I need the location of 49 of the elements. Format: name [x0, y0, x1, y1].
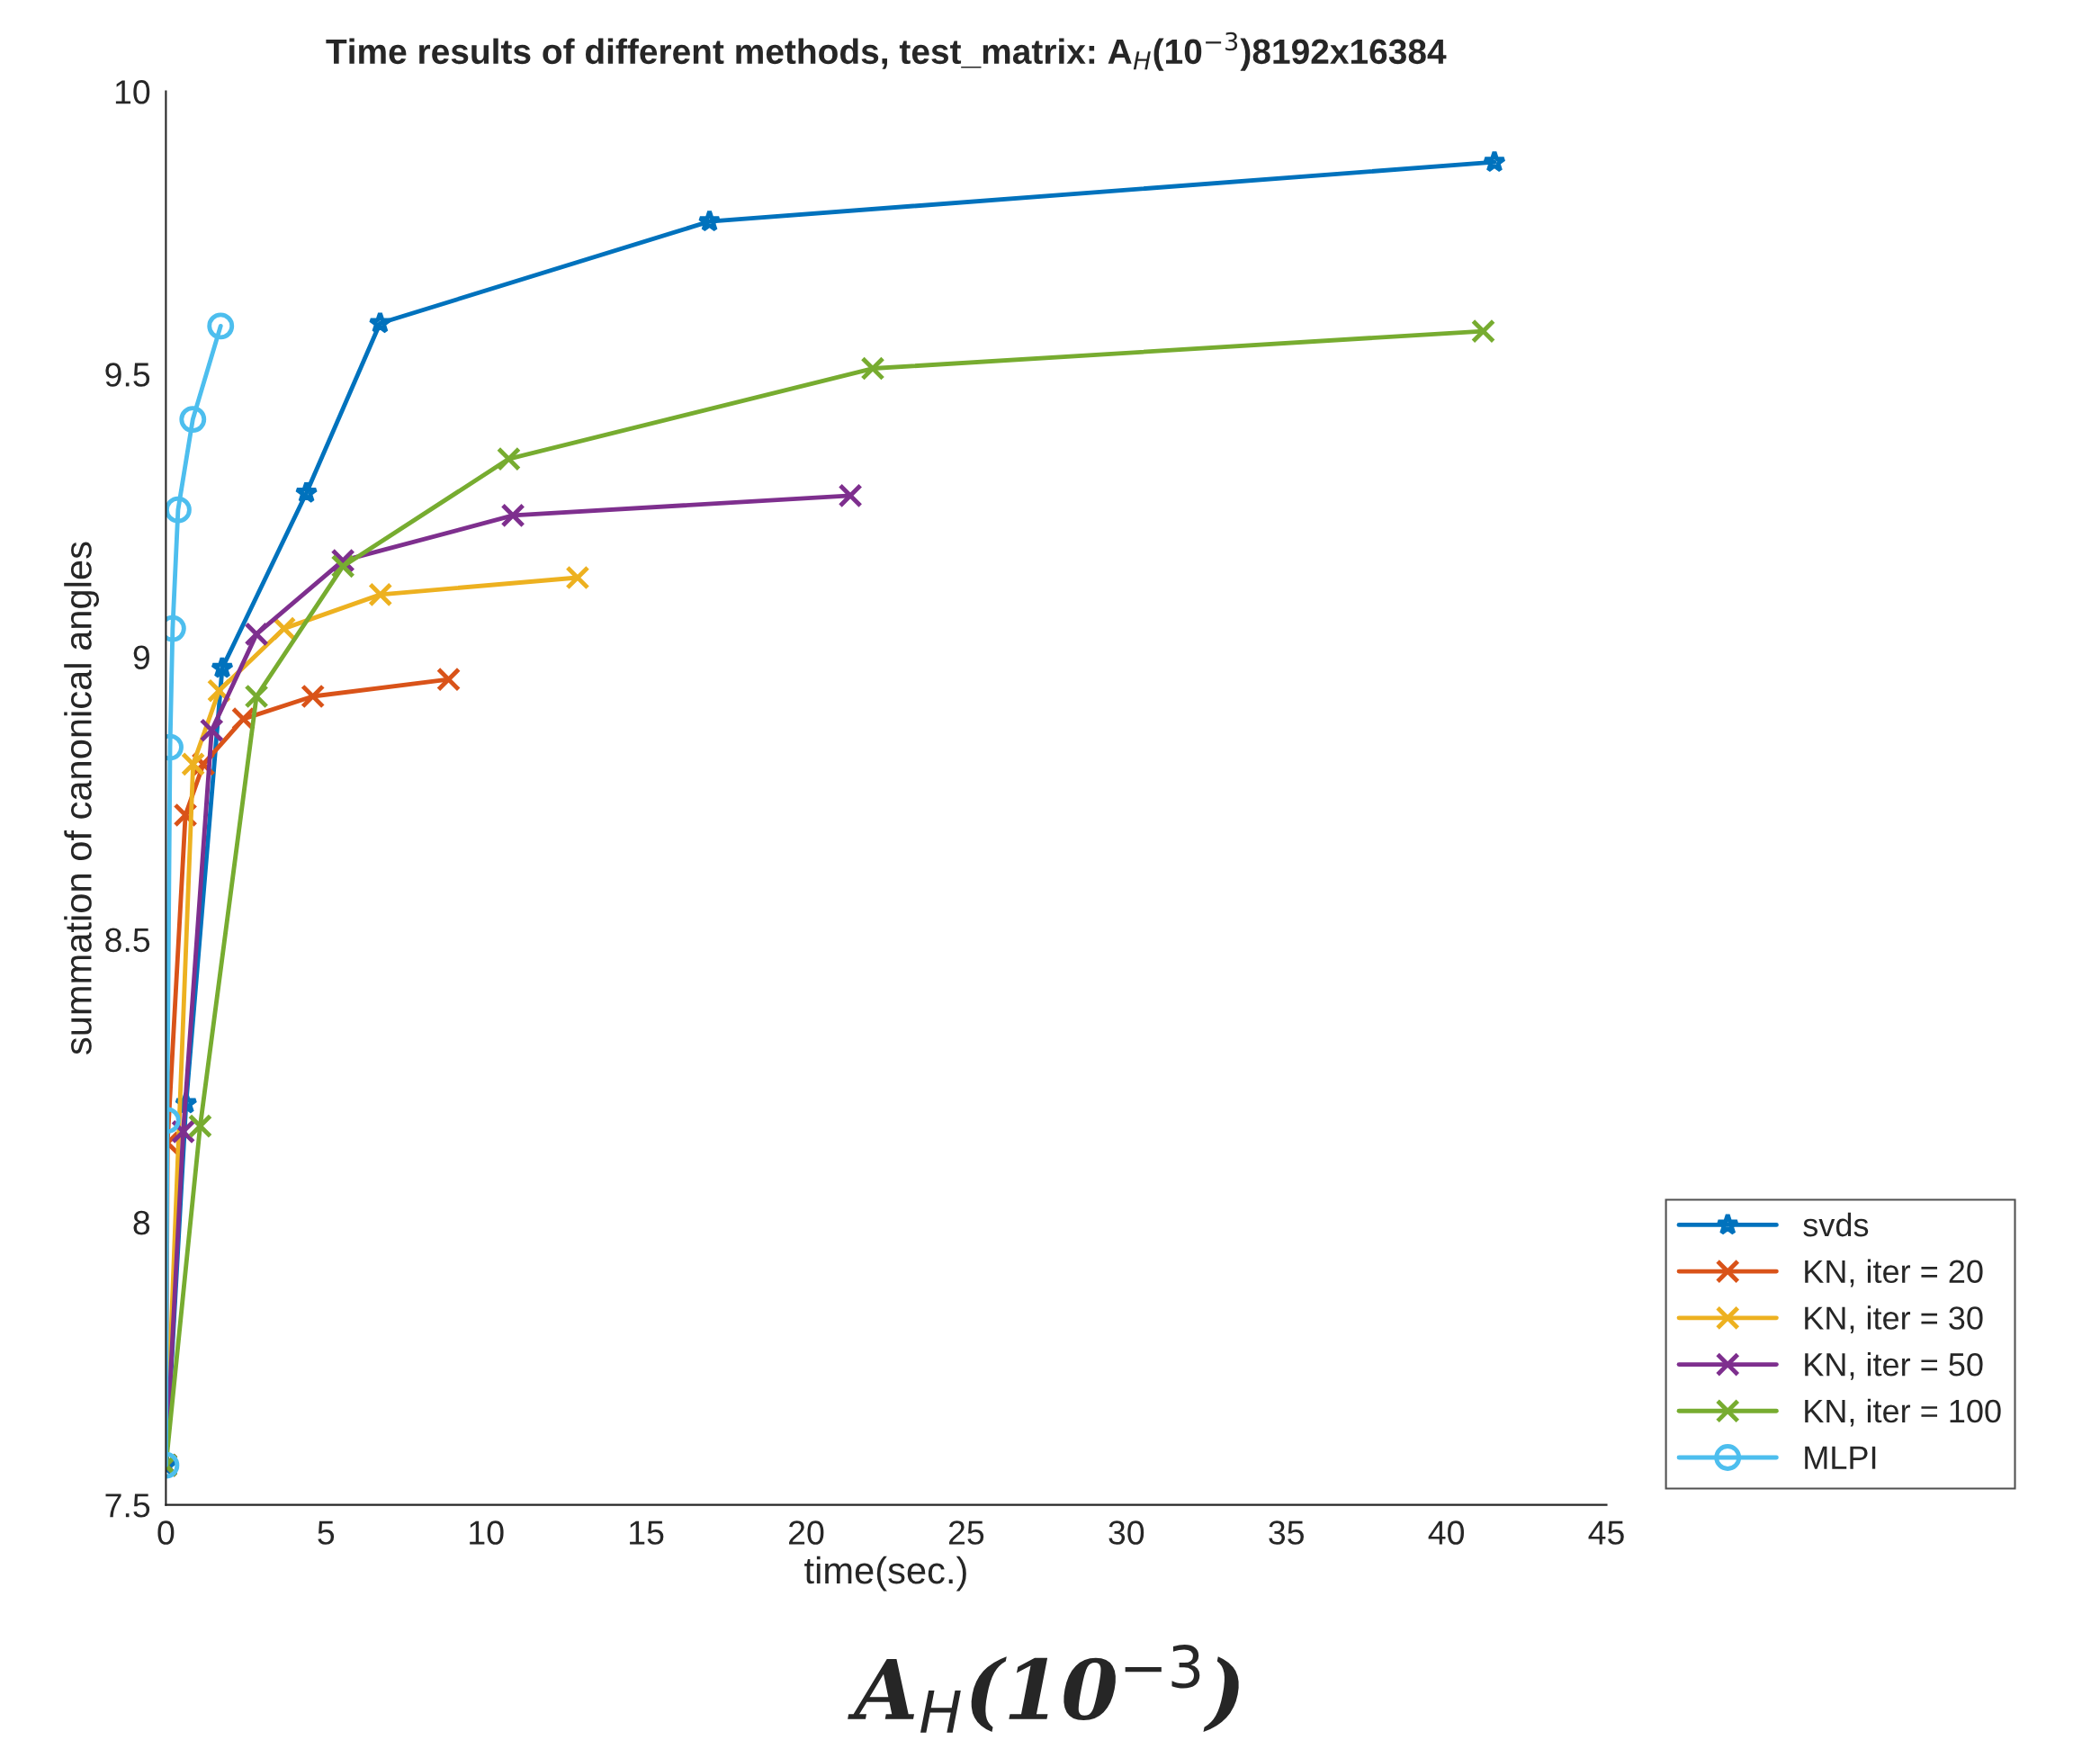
y-tick-label: 9	[133, 645, 149, 669]
point	[838, 483, 863, 508]
point	[1482, 149, 1506, 173]
x-axis-title: time(sec.)	[804, 1556, 966, 1592]
legend-label: KN, iter = 100	[1805, 1398, 2001, 1427]
x-tick-label: 25	[948, 1520, 984, 1545]
point	[181, 751, 206, 776]
x-tick-label: 15	[630, 1520, 664, 1545]
y-tick-label: 10	[115, 80, 150, 104]
point	[500, 503, 525, 528]
point	[368, 310, 392, 334]
point	[860, 355, 885, 381]
point	[211, 656, 235, 678]
point	[368, 582, 393, 607]
point	[206, 678, 231, 704]
point	[496, 446, 521, 471]
x-tick-label: 5	[318, 1520, 335, 1545]
point	[565, 565, 590, 590]
point	[244, 684, 269, 709]
y-tick-label: 9.5	[105, 363, 150, 387]
point	[330, 553, 355, 579]
point	[171, 1119, 196, 1144]
point	[436, 667, 462, 692]
point	[697, 209, 722, 232]
legend-label: KN, iter = 20	[1805, 1259, 1983, 1287]
y-axis-title: summation of canonical angles	[64, 542, 100, 1054]
x-tick-label: 0	[157, 1520, 175, 1545]
x-tick-label: 20	[789, 1520, 824, 1545]
legend-label: svds	[1803, 1212, 1869, 1237]
chart-title: Time results of different methods, test_matrix: A$_{H}$(10$^{−3}$)8192x16384	[326, 31, 1447, 71]
point	[272, 616, 297, 641]
y-tick-label: 7.5	[105, 1493, 150, 1518]
point	[1470, 318, 1496, 344]
legend-label: KN, iter = 30	[1805, 1305, 1983, 1334]
x-tick-label: 40	[1428, 1520, 1464, 1545]
point	[294, 480, 319, 504]
point	[187, 1114, 212, 1139]
y-tick-label: 8.5	[105, 928, 150, 953]
point	[199, 718, 224, 743]
x-tick-label: 10	[470, 1520, 504, 1545]
text: A$_{H}$(10$^{−3}$)	[848, 1645, 1239, 1733]
x-tick-label: 35	[1269, 1520, 1304, 1545]
x-tick-label: 30	[1108, 1520, 1144, 1545]
legend-label: KN, iter = 50	[1805, 1352, 1983, 1380]
point	[301, 684, 326, 709]
y-tick-label: 8	[133, 1210, 150, 1235]
legend-label: MLPI	[1805, 1446, 1876, 1469]
point	[244, 622, 269, 647]
x-tick-label: 45	[1588, 1520, 1624, 1545]
